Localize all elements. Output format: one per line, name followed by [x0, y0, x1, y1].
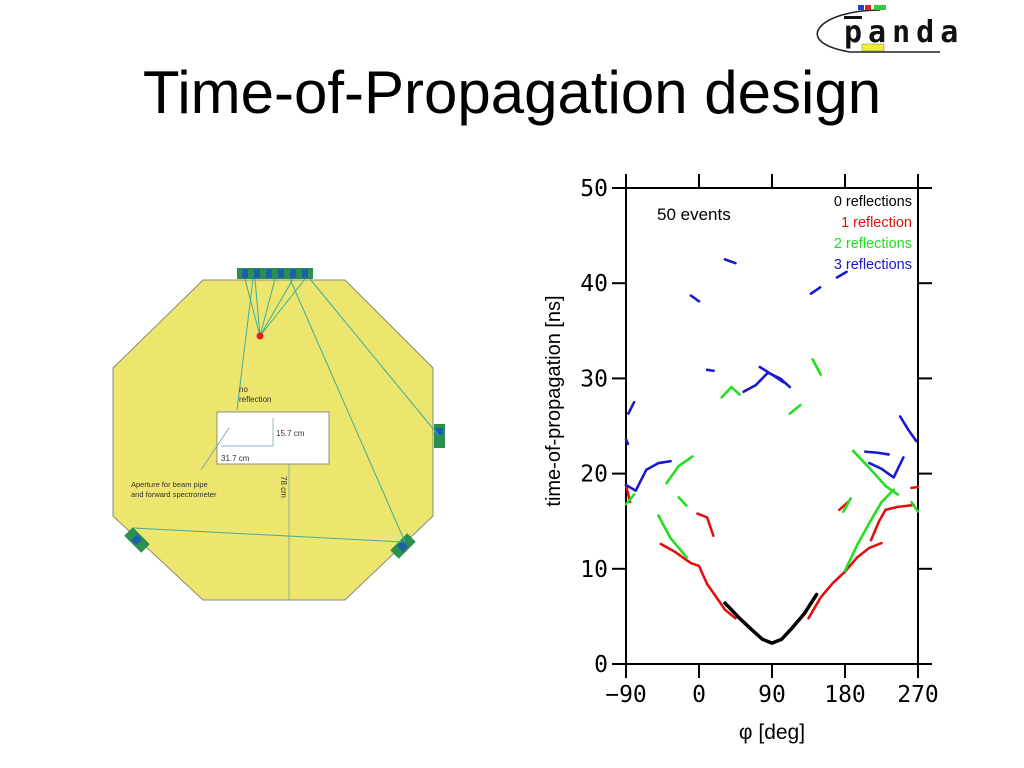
y-tick-label: 10 [580, 557, 608, 583]
series-0-reflections [723, 592, 819, 645]
data-track [624, 493, 636, 506]
lower-left-sensor [124, 527, 150, 553]
logo-yellow-block [861, 43, 885, 52]
axis-tick-labels: 0 10 20 30 40 50 −90 0 90 180 270 [580, 176, 938, 708]
data-track [624, 459, 672, 492]
data-track [720, 385, 741, 399]
dimension-width-label: 31.7 cm [221, 454, 250, 463]
chart-legend: 0 reflections 1 reflection 2 reflections 3 … [834, 194, 912, 273]
data-track [809, 285, 822, 295]
data-track [788, 403, 802, 415]
no-reflection-label: no [239, 385, 248, 394]
events-annotation: 50 events [657, 205, 731, 224]
dimension-total-label: 78 cm [279, 476, 288, 498]
data-track [705, 368, 715, 373]
lower-right-sensor [390, 533, 416, 559]
logo-wordmark: panda [844, 15, 964, 50]
data-track [624, 438, 630, 447]
logo-red-block [865, 5, 871, 10]
data-track [811, 358, 822, 376]
data-track [910, 500, 920, 513]
aperture-label: Aperture for beam pipe [131, 480, 208, 489]
x-tick-label: −90 [605, 682, 647, 708]
dimension-lines [200, 418, 290, 600]
logo-overbar [844, 16, 862, 19]
x-tick-label: 0 [692, 682, 706, 708]
y-tick-label: 40 [580, 271, 608, 297]
data-track [868, 456, 905, 479]
data-track [665, 455, 694, 485]
data-track [842, 497, 852, 513]
y-tick-label: 50 [580, 176, 608, 202]
x-tick-label: 180 [824, 682, 866, 708]
data-track [758, 365, 785, 384]
y-tick-label: 0 [594, 652, 608, 678]
right-sensor [434, 424, 445, 448]
data-series [624, 258, 920, 645]
data-track [851, 449, 899, 496]
data-track [898, 415, 918, 443]
x-tick-label: 270 [897, 682, 939, 708]
no-reflection-label: reflection [239, 395, 271, 404]
data-track [910, 485, 920, 490]
data-track [869, 503, 916, 542]
data-track [657, 514, 689, 559]
data-track [696, 512, 715, 538]
data-track [677, 496, 689, 508]
data-track [723, 592, 819, 645]
x-tick-label: 90 [758, 682, 786, 708]
series-3-reflections [624, 258, 918, 492]
legend-entry: 2 reflections [834, 236, 912, 252]
logo-swoosh [816, 9, 940, 53]
y-tick-label: 20 [580, 462, 608, 488]
dimension-height-label: 15.7 cm [276, 429, 305, 438]
y-axis-label: time-of-propagation [ns] [543, 295, 565, 506]
slide-title: Time-of-Propagation design [142, 59, 882, 126]
axis-ticks [612, 174, 932, 678]
aperture-label: and forward spectrometer [131, 490, 217, 499]
series-2-reflections [624, 358, 920, 572]
logo-blue-block [858, 5, 864, 10]
data-track [835, 270, 848, 279]
data-track [864, 450, 891, 456]
data-track [627, 400, 636, 415]
light-rays [132, 278, 440, 543]
detector-diagram: no reflection 15.7 cm 31.7 cm 78 cm Aper… [112, 268, 445, 601]
logo-green-block [874, 5, 886, 10]
panda-logo: panda [816, 5, 964, 53]
plot-frame [625, 187, 919, 665]
data-track [689, 294, 701, 303]
x-axis-label: φ [deg] [739, 721, 805, 744]
data-track [723, 258, 737, 265]
top-sensor-array [237, 268, 313, 279]
legend-entry: 0 reflections [834, 194, 912, 210]
data-track [659, 542, 737, 620]
legend-entry: 1 reflection [841, 215, 912, 231]
y-tick-label: 30 [580, 366, 608, 392]
hit-point [256, 332, 264, 340]
data-track [843, 488, 895, 572]
legend-entry: 3 reflections [834, 257, 912, 273]
tof-chart: 0 10 20 30 40 50 −90 0 90 180 270 50 events 0 refl… [543, 174, 939, 744]
